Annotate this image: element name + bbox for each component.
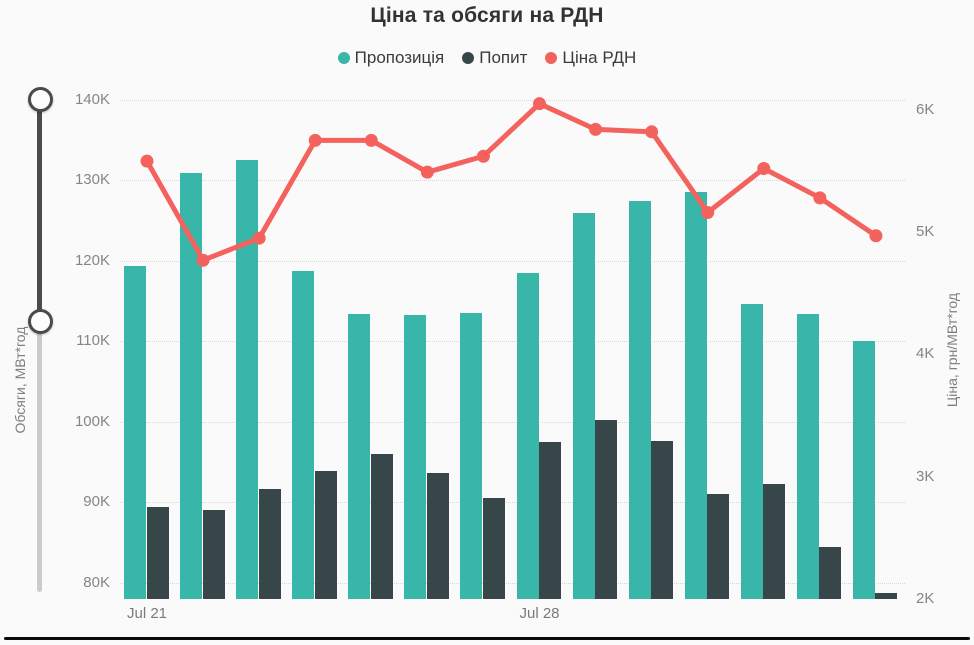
supply-bar[interactable] [236,160,259,599]
demand-bar[interactable] [875,592,898,599]
gridline [120,421,905,423]
gridline [120,100,905,101]
slider-track-selected[interactable] [37,99,42,322]
supply-bar[interactable] [572,212,595,599]
legend-item[interactable]: Пропозиція [337,48,445,68]
x-axis-tick-label: Jul 21 [126,605,168,622]
supply-bar[interactable] [684,191,707,599]
price-point[interactable] [364,133,378,147]
demand-bar[interactable] [258,488,281,599]
legend-item-label: Ціна РДН [562,48,637,67]
right-axis-tick-label: 6K [916,100,935,118]
demand-bar[interactable] [314,471,337,599]
demand-bar[interactable] [539,442,561,599]
supply-bar[interactable] [292,271,315,599]
gridline [120,341,905,343]
price-point[interactable] [757,161,771,175]
price-point[interactable] [252,231,266,245]
supply-bar[interactable] [180,173,203,599]
supply-bar[interactable] [460,313,483,599]
demand-bar[interactable] [146,507,169,599]
bottom-border-line [4,637,970,640]
price-line-layer [140,97,883,267]
demand-bar[interactable] [482,497,505,599]
demand-bar[interactable] [763,483,786,599]
right-axis-tick-label: 5K [916,223,935,241]
gridline [120,260,905,262]
supply-bar[interactable] [348,314,371,599]
price-point[interactable] [308,133,322,147]
supply-bar[interactable] [124,265,146,599]
price-point[interactable] [420,165,434,179]
demand-bar[interactable] [426,472,449,599]
legend: Пропозиція Попит Ціна РДН [0,46,974,70]
supply-bar[interactable] [796,314,819,599]
legend-item-label: Попит [479,48,528,67]
demand-bar[interactable] [819,547,842,599]
supply-bar[interactable] [740,303,763,599]
left-axis-tick-label: 140K [74,91,110,108]
left-axis-tick-label: 120K [74,251,110,269]
left-axis-tick-label: 110K [76,332,110,350]
x-axis-tick-label: Jul 28 [519,605,560,622]
page-title: Ціна та обсяги на РДН [370,4,604,27]
supply-bar[interactable] [628,201,651,599]
left-axis-tick-label: 80K [83,573,110,591]
price-point[interactable] [533,97,546,111]
demand-bar[interactable] [202,509,225,599]
legend-item[interactable]: Ціна РДН [545,48,636,68]
gridline [120,582,905,584]
right-axis-tick-label: 2K [916,590,935,607]
slider-track[interactable] [37,321,42,592]
demand-bar[interactable] [595,420,618,599]
legend-dot-icon [462,52,475,64]
price-point[interactable] [701,206,715,220]
gridline [120,180,905,182]
right-axis-tick-label: 4K [916,345,935,363]
legend-item-label: Пропозиція [354,48,445,67]
price-point[interactable] [196,253,210,267]
left-axis-title: Обсяги, МВт*год [12,326,28,434]
supply-bar[interactable] [852,340,875,599]
plot-area [120,97,905,599]
price-point[interactable] [476,149,490,163]
legend-dot-icon [545,52,558,64]
demand-bar[interactable] [651,441,674,599]
supply-bar[interactable] [404,314,427,599]
left-axis-tick-label: 90K [83,493,110,511]
left-axis-tick-label: 130K [74,171,110,189]
gridline [120,502,905,504]
price-point[interactable] [140,154,154,168]
right-axis-tick-label: 3K [916,467,935,485]
price-point[interactable] [645,125,659,139]
price-point[interactable] [813,191,827,205]
demand-bar[interactable] [370,454,393,599]
left-axis-tick-label: 100K [74,412,110,430]
right-axis-title: Ціна, грн/МВт*год [944,292,960,408]
slider-handle-upper[interactable] [27,86,53,112]
price-point[interactable] [589,122,603,136]
price-point[interactable] [869,229,883,243]
demand-bar[interactable] [707,493,730,599]
slider-handle-lower[interactable] [27,309,53,335]
price-line[interactable] [144,101,878,263]
supply-bar[interactable] [516,273,539,599]
legend-item[interactable]: Попит [462,48,527,68]
legend-dot-icon [337,52,350,64]
